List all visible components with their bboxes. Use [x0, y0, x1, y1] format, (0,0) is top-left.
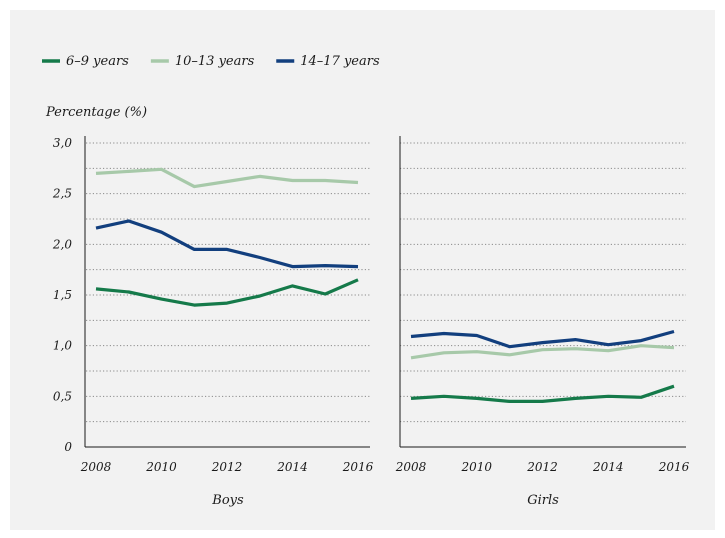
x-tick-label: 2010: [145, 460, 177, 474]
y-tick-label: 0,5: [53, 389, 72, 403]
y-tick-label: 3,0: [53, 136, 72, 150]
plots: 0 0,5 1,0 1,5 2,0 2,5 3,0 2008 2010 2012 2014 2016 B…: [52, 136, 690, 508]
x-tick-label: 2014: [592, 460, 624, 474]
x-tick-label: 2008: [395, 460, 427, 474]
y-tick-label: 2,5: [52, 187, 72, 201]
plot-girls: 2008 2010 2012 2014 2016 Girls: [395, 136, 690, 508]
x-tick-label: 2008: [80, 460, 112, 474]
series-line-10-13-years: [410, 344, 675, 360]
chart-panel: 6–9 years 10–13 years 14–17 years Percenta…: [10, 10, 715, 530]
panel-title: Boys: [211, 493, 244, 508]
plot-boys: 0 0,5 1,0 1,5 2,0 2,5 3,0 2008 2010 2012 2014 2016 B…: [52, 136, 374, 508]
y-axis-label: Percentage (%): [45, 105, 147, 120]
line-chart: 6–9 years 10–13 years 14–17 years Percenta…: [42, 54, 690, 508]
x-tick-label: 2014: [276, 460, 308, 474]
y-tick-label: 0: [64, 440, 72, 454]
legend: 6–9 years 10–13 years 14–17 years: [42, 54, 380, 69]
panel-title: Girls: [527, 493, 559, 508]
legend-item-6-9-years: 6–9 years: [42, 54, 129, 69]
series-line-10-13-years: [95, 167, 359, 189]
series-line-6-9-years: [95, 278, 359, 307]
legend-item-14-17-years: 14–17 years: [276, 54, 380, 69]
x-tick-label: 2016: [658, 460, 690, 474]
series-line-14-17-years: [410, 329, 675, 349]
x-tick-label: 2016: [342, 460, 374, 474]
x-tick-label: 2012: [211, 460, 243, 474]
legend-label: 14–17 years: [300, 54, 380, 69]
y-tick-label: 1,5: [53, 288, 72, 302]
series-line-6-9-years: [410, 384, 675, 403]
legend-label: 6–9 years: [66, 54, 129, 69]
y-tick-label: 1,0: [53, 339, 72, 353]
legend-label: 10–13 years: [175, 54, 255, 69]
x-tick-label: 2012: [526, 460, 558, 474]
legend-item-10-13-years: 10–13 years: [150, 54, 255, 69]
x-tick-label: 2010: [460, 460, 492, 474]
series-line-14-17-years: [95, 219, 359, 269]
y-tick-label: 2,0: [52, 237, 72, 251]
